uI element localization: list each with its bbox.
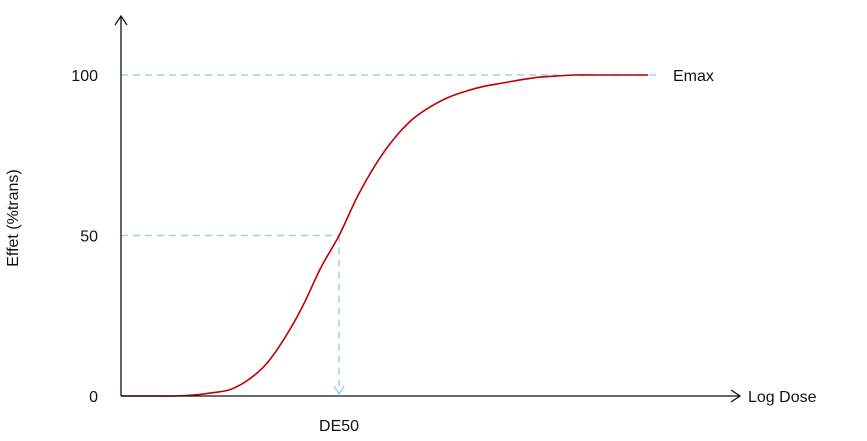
y-tick-label: 100 xyxy=(71,68,98,85)
x-axis-label: Log Dose xyxy=(748,389,817,406)
de50-arrow-icon xyxy=(333,385,345,396)
de50-label: DE50 xyxy=(319,418,359,435)
y-tick-label: 0 xyxy=(89,389,98,406)
y-axis-arrow-icon xyxy=(114,14,128,26)
guide-lines xyxy=(121,74,658,393)
axes xyxy=(114,14,742,403)
x-axis-arrow-icon xyxy=(730,389,742,403)
dose-response-curve xyxy=(120,74,648,397)
y-tick-label: 50 xyxy=(80,229,98,246)
y-axis-label: Effet (%trans) xyxy=(5,169,22,267)
emax-label: Emax xyxy=(673,68,714,85)
y-tick-labels: 0 50 100 xyxy=(71,68,98,406)
